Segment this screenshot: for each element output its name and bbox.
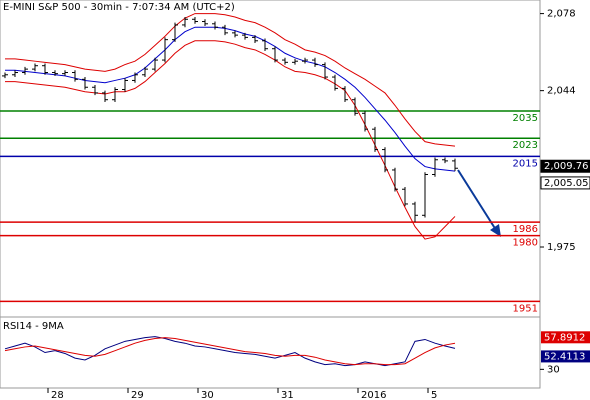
- rsi-title: RSI14 - 9MA: [3, 321, 64, 332]
- x-tick-label: 31: [281, 390, 294, 400]
- y-tick-label: 2,044: [547, 86, 576, 97]
- x-tick-label: 2016: [361, 390, 386, 400]
- rsi-value-box: [541, 331, 590, 344]
- chart-title: E-MINI S&P 500 - 30min - 7:07:34 AM (UTC…: [3, 2, 235, 13]
- rsi-value-label: 57.8912: [544, 332, 585, 343]
- price-label-box: [540, 176, 590, 190]
- level-label: 1951: [513, 303, 538, 314]
- x-tick-label: 5: [431, 390, 437, 400]
- level-label: 2015: [513, 158, 538, 169]
- band-line: [5, 40, 456, 240]
- x-tick-label: 29: [131, 390, 144, 400]
- price-label: 2,009.76: [544, 161, 589, 172]
- level-label: 2035: [513, 113, 538, 124]
- band-line: [5, 13, 456, 147]
- rsi-value-box: [541, 350, 590, 363]
- moving-average: [5, 26, 456, 172]
- y-tick-label: 1,975: [547, 242, 576, 253]
- level-label: 1986: [513, 224, 538, 235]
- x-tick-label: 30: [201, 390, 214, 400]
- level-label: 2023: [513, 140, 538, 151]
- rsi-value-label: 52.4113: [544, 351, 585, 362]
- level-label: 1980: [513, 238, 538, 249]
- price-label: 2,005.05: [544, 178, 589, 189]
- rsi-ma-line: [4, 337, 456, 366]
- trend-arrow: [457, 169, 501, 237]
- y-tick-label: 2,078: [547, 9, 576, 20]
- plot-frame: [0, 0, 541, 389]
- x-tick-label: 28: [51, 390, 64, 400]
- price-label-box: [540, 159, 590, 173]
- rsi-tick-label: 30: [547, 364, 560, 375]
